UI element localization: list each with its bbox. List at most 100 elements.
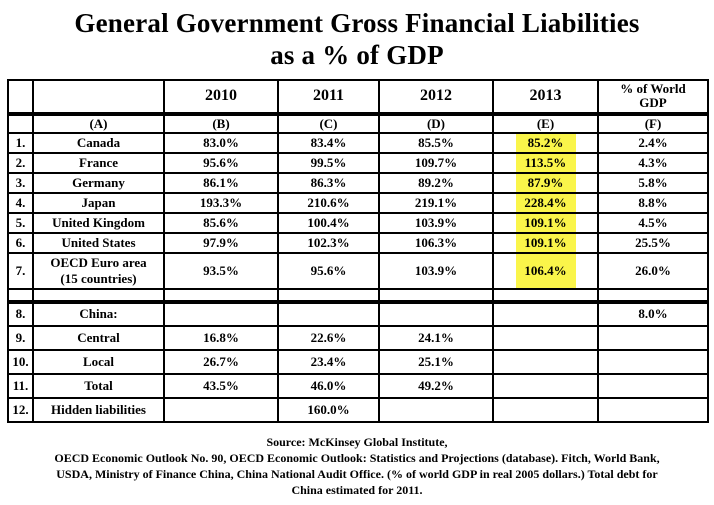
row-number-cell: 9. xyxy=(7,324,34,351)
value-cell xyxy=(378,287,494,303)
value-cell: 26.7% xyxy=(163,348,279,375)
label-header-cell xyxy=(32,78,165,116)
row-number-cell: 7. xyxy=(7,251,34,290)
column-letter-c: (C) xyxy=(277,112,380,134)
value-cell: 93.5% xyxy=(163,251,279,290)
column-letter-row: (A) (B) (C) (D) (E) (F) xyxy=(7,112,709,134)
highlight-band: 106.4% xyxy=(515,254,576,287)
source-line-1: Source: McKinsey Global Institute, xyxy=(266,434,448,449)
value-cell: 95.6% xyxy=(163,151,279,174)
value-cell: 2.4% xyxy=(597,131,709,154)
value-cell: 160.0% xyxy=(277,396,380,423)
column-letter-d: (D) xyxy=(378,112,494,134)
highlight-band: 109.1% xyxy=(515,234,576,251)
value-cell xyxy=(597,396,709,423)
value-cell: 102.3% xyxy=(277,231,380,254)
value-cell: 100.4% xyxy=(277,211,380,234)
year-header-row: 2010 2011 2012 2013 % of World GDP xyxy=(7,78,709,116)
column-letter-e: (E) xyxy=(492,112,599,134)
value-cell: 103.9% xyxy=(378,211,494,234)
value-cell xyxy=(492,324,599,351)
source-line-3: USDA, Ministry of Finance China, China N… xyxy=(56,466,658,481)
value-cell xyxy=(492,396,599,423)
value-cell: 99.5% xyxy=(277,151,380,174)
value-cell: 24.1% xyxy=(378,324,494,351)
row-number-cell: 5. xyxy=(7,211,34,234)
row-label-cell: China: xyxy=(32,299,165,327)
value-cell: 16.8% xyxy=(163,324,279,351)
value-cell xyxy=(492,287,599,303)
source-line-2: OECD Economic Outlook No. 90, OECD Econo… xyxy=(54,450,660,465)
highlight-band: 85.2% xyxy=(515,134,576,151)
highlight-band: 87.9% xyxy=(515,174,576,191)
value-cell: 109.1% xyxy=(492,231,599,254)
row-label-cell: France xyxy=(32,151,165,174)
value-cell: 106.4% xyxy=(492,251,599,290)
row-label-cell: United States xyxy=(32,231,165,254)
year-header-2011: 2011 xyxy=(277,78,380,116)
value-cell: 5.8% xyxy=(597,171,709,194)
value-cell: 49.2% xyxy=(378,372,494,399)
table-row: 1. Canada 83.0% 83.4% 85.5% 85.2% 2.4% xyxy=(7,131,709,154)
value-cell: 95.6% xyxy=(277,251,380,290)
value-cell: 85.5% xyxy=(378,131,494,154)
value-cell: 89.2% xyxy=(378,171,494,194)
table-row: 8. China: 8.0% xyxy=(7,299,709,327)
table-row: 7. OECD Euro area (15 countries) 93.5% 95.6%… xyxy=(7,251,709,290)
value-cell: 4.5% xyxy=(597,211,709,234)
row-label-cell: Local xyxy=(32,348,165,375)
value-cell xyxy=(277,287,380,303)
value-cell xyxy=(378,396,494,423)
table-row: 4. Japan 193.3% 210.6% 219.1% 228.4% 8.8% xyxy=(7,191,709,214)
value-cell: 8.0% xyxy=(597,299,709,327)
year-header-2010: 2010 xyxy=(163,78,279,116)
value-cell: 4.3% xyxy=(597,151,709,174)
value-cell: 43.5% xyxy=(163,372,279,399)
value-cell: 86.1% xyxy=(163,171,279,194)
world-gdp-header-line1: % of World xyxy=(620,80,686,96)
year-header-2013: 2013 xyxy=(492,78,599,116)
value-cell xyxy=(163,287,279,303)
value-cell: 25.1% xyxy=(378,348,494,375)
value-cell xyxy=(163,299,279,327)
column-letter-a: (A) xyxy=(32,112,165,134)
highlight-band: 228.4% xyxy=(515,194,576,211)
value-cell: 85.2% xyxy=(492,131,599,154)
row-label-cell: OECD Euro area (15 countries) xyxy=(32,251,165,290)
row-label-cell: Germany xyxy=(32,171,165,194)
highlight-band: 109.1% xyxy=(515,214,576,231)
value-cell xyxy=(597,324,709,351)
value-cell: 8.8% xyxy=(597,191,709,214)
value-cell: 109.7% xyxy=(378,151,494,174)
row-number-cell: 11. xyxy=(7,372,34,399)
row-number-cell: 10. xyxy=(7,348,34,375)
value-cell: 83.4% xyxy=(277,131,380,154)
value-cell: 103.9% xyxy=(378,251,494,290)
row-number-cell: 2. xyxy=(7,151,34,174)
world-gdp-header: % of World GDP xyxy=(597,78,709,116)
value-cell: 23.4% xyxy=(277,348,380,375)
row-label-cell: Central xyxy=(32,324,165,351)
row-label-cell: Total xyxy=(32,372,165,399)
row-number-cell xyxy=(7,287,34,303)
table-row: 10. Local 26.7% 23.4% 25.1% xyxy=(7,348,709,375)
page-title-line2: as a % of GDP xyxy=(270,39,444,70)
value-cell: 109.1% xyxy=(492,211,599,234)
source-line-4: China estimated for 2011. xyxy=(291,482,423,497)
value-cell xyxy=(378,299,494,327)
row-number-cell: 4. xyxy=(7,191,34,214)
value-cell: 219.1% xyxy=(378,191,494,214)
column-letter-b: (B) xyxy=(163,112,279,134)
value-cell xyxy=(492,372,599,399)
row-label-cell: Canada xyxy=(32,131,165,154)
table-row: 5. United Kingdom 85.6% 100.4% 103.9% 109.1% 4… xyxy=(7,211,709,234)
row-number-cell: 3. xyxy=(7,171,34,194)
value-cell: 106.3% xyxy=(378,231,494,254)
value-cell xyxy=(597,372,709,399)
table-row: 12. Hidden liabilities 160.0% xyxy=(7,396,709,423)
row-number-cell: 8. xyxy=(7,299,34,327)
value-cell: 228.4% xyxy=(492,191,599,214)
value-cell: 25.5% xyxy=(597,231,709,254)
year-header-2012: 2012 xyxy=(378,78,494,116)
